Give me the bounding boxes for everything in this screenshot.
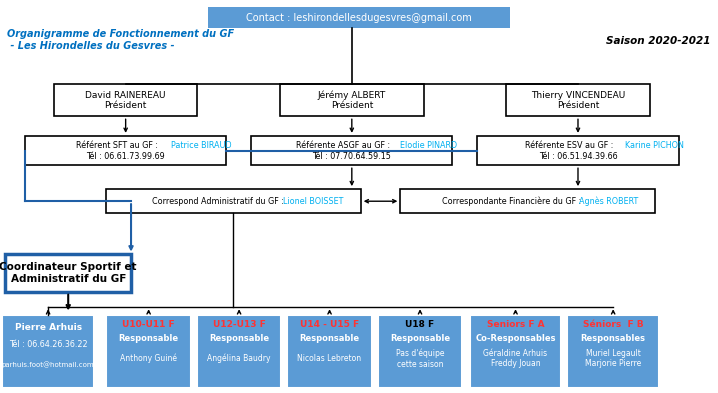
Text: Tél : 06.51.94.39.66: Tél : 06.51.94.39.66 (538, 152, 617, 161)
Bar (197, 315, 281, 388)
Text: Co-Responsables: Co-Responsables (475, 334, 556, 343)
Text: U14 - U15 F: U14 - U15 F (300, 320, 359, 329)
Text: Responsable: Responsable (390, 334, 450, 343)
Text: Contact : leshirondellesdugesvres@gmail.com: Contact : leshirondellesdugesvres@gmail.… (246, 13, 472, 23)
Text: Pierre Arhuis: Pierre Arhuis (14, 323, 82, 332)
Text: Jérémy ALBERT
Président: Jérémy ALBERT Président (317, 90, 386, 110)
Text: Elodie PINARD: Elodie PINARD (401, 141, 457, 150)
Text: U12-U13 F: U12-U13 F (213, 320, 266, 329)
Text: Karine PICHON: Karine PICHON (625, 141, 684, 150)
Text: Agnès ROBERT: Agnès ROBERT (579, 196, 638, 206)
Text: Coordinateur Sportif et
Administratif du GF: Coordinateur Sportif et Administratif du… (0, 263, 137, 284)
Text: Lionel BOISSET: Lionel BOISSET (283, 197, 343, 206)
Text: David RAINEREAU
Président: David RAINEREAU Président (85, 90, 166, 110)
Text: Référente ASGF au GF :: Référente ASGF au GF : (297, 141, 393, 150)
Bar (470, 315, 561, 388)
Text: Séniors  F B: Séniors F B (583, 320, 643, 329)
Bar (6, 255, 131, 292)
Text: Correspond Administratif du GF :: Correspond Administratif du GF : (151, 197, 286, 206)
Text: Muriel Legault
Marjorie Pierre: Muriel Legault Marjorie Pierre (585, 349, 641, 368)
Bar (280, 84, 424, 116)
Text: Saison 2020-2021: Saison 2020-2021 (606, 36, 711, 46)
Text: U18 F: U18 F (406, 320, 434, 329)
Text: Tél : 06.61.73.99.69: Tél : 06.61.73.99.69 (86, 152, 165, 161)
Text: Responsables: Responsables (581, 334, 645, 343)
Text: Angélina Baudry: Angélina Baudry (208, 354, 271, 364)
Text: Pas d'équipe
cette saison: Pas d'équipe cette saison (396, 349, 444, 369)
Text: Seniors F A: Seniors F A (487, 320, 544, 329)
Text: Référent SFT au GF :: Référent SFT au GF : (76, 141, 161, 150)
Text: Thierry VINCENDEAU
Président: Thierry VINCENDEAU Président (531, 90, 625, 110)
Bar (401, 189, 655, 213)
Bar (251, 136, 452, 165)
Text: - Les Hirondelles du Gesvres -: - Les Hirondelles du Gesvres - (7, 41, 174, 51)
Text: Correspondante Financière du GF :: Correspondante Financière du GF : (442, 196, 584, 206)
Text: Responsable: Responsable (118, 334, 179, 343)
Bar (106, 189, 360, 213)
Bar (54, 84, 197, 116)
Bar (567, 315, 659, 388)
Text: U10-U11 F: U10-U11 F (122, 320, 175, 329)
Text: parhuis.foot@hotmail.com: parhuis.foot@hotmail.com (1, 361, 95, 368)
Text: Responsable: Responsable (299, 334, 360, 343)
Bar (506, 84, 650, 116)
Text: Référente ESV au GF :: Référente ESV au GF : (526, 141, 616, 150)
Text: Tél : 06.64.26.36.22: Tél : 06.64.26.36.22 (9, 340, 88, 349)
Bar (25, 136, 226, 165)
Text: Responsable: Responsable (209, 334, 269, 343)
Text: Patrice BIRAUD: Patrice BIRAUD (171, 141, 231, 150)
Text: Organigramme de Fonctionnement du GF: Organigramme de Fonctionnement du GF (7, 29, 234, 39)
Bar (2, 315, 94, 388)
Bar (378, 315, 462, 388)
Text: Nicolas Lebreton: Nicolas Lebreton (297, 354, 362, 363)
Text: Tél : 07.70.64.59.15: Tél : 07.70.64.59.15 (312, 152, 391, 161)
Bar (477, 136, 679, 165)
Bar (287, 315, 372, 388)
Bar (208, 7, 510, 28)
Text: Anthony Guiné: Anthony Guiné (120, 354, 177, 364)
Bar (106, 315, 191, 388)
Text: Géraldine Arhuis
Freddy Jouan: Géraldine Arhuis Freddy Jouan (483, 349, 548, 368)
